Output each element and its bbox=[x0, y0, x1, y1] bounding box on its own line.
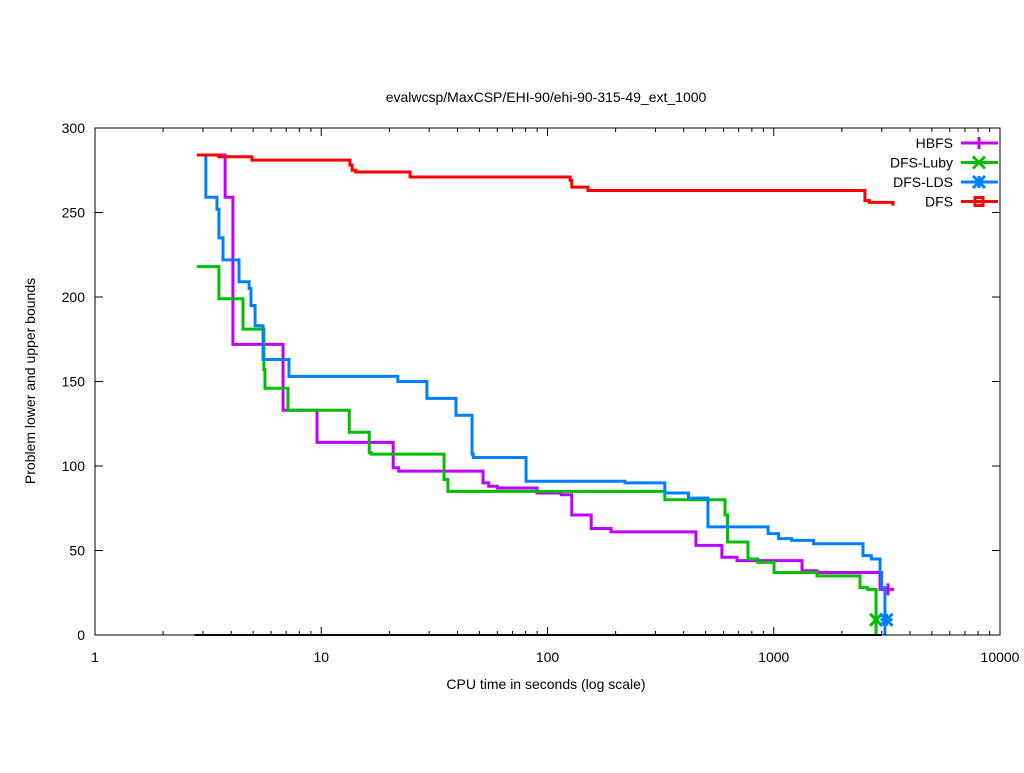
legend-marker-dfs bbox=[973, 196, 985, 207]
x-tick-label: 10000 bbox=[981, 649, 1020, 665]
plot-frame bbox=[94, 127, 1001, 636]
y-tick-label: 50 bbox=[69, 543, 85, 559]
legend: HBFS DFS-Luby DFS-LDS DFS bbox=[890, 135, 998, 210]
x-tick-label: 1 bbox=[91, 649, 99, 665]
series-line-dfs-lds bbox=[199, 153, 887, 635]
x-tick-label: 1000 bbox=[758, 649, 789, 665]
series-line-dfs-luby bbox=[196, 265, 878, 635]
x-tick-label: 10 bbox=[313, 649, 329, 665]
series-line-hbfs bbox=[218, 153, 889, 591]
axes: 0 50 100 150 200 250 300 1 10 100 1000 10000 bbox=[62, 120, 1020, 665]
y-tick-label: 0 bbox=[77, 627, 85, 643]
series-marker-dfs-luby bbox=[868, 612, 884, 627]
legend-marker-hbfs bbox=[973, 137, 985, 149]
series-line-dfs bbox=[196, 153, 895, 206]
legend-marker-dfs-luby bbox=[971, 155, 987, 170]
y-tick-label: 150 bbox=[62, 374, 86, 390]
y-tick-label: 100 bbox=[62, 458, 86, 474]
legend-label-hbfs: HBFS bbox=[916, 135, 953, 151]
legend-label-dfs-luby: DFS-Luby bbox=[890, 155, 953, 171]
y-tick-label: 250 bbox=[62, 205, 86, 221]
legend-label-dfs-lds: DFS-LDS bbox=[893, 174, 953, 190]
y-tick-label: 200 bbox=[62, 289, 86, 305]
x-tick-label: 100 bbox=[536, 649, 560, 665]
legend-marker-dfs-lds bbox=[971, 174, 987, 190]
series-group bbox=[194, 153, 895, 636]
y-axis-label: Problem lower and upper bounds bbox=[22, 278, 38, 484]
x-axis-label: CPU time in seconds (log scale) bbox=[446, 676, 645, 692]
chart-title: evalwcsp/MaxCSP/EHI-90/ehi-90-315-49_ext… bbox=[386, 89, 707, 105]
y-tick-label: 300 bbox=[62, 120, 86, 136]
legend-label-dfs: DFS bbox=[925, 194, 953, 210]
series-marker-dfs-lds bbox=[879, 612, 894, 627]
